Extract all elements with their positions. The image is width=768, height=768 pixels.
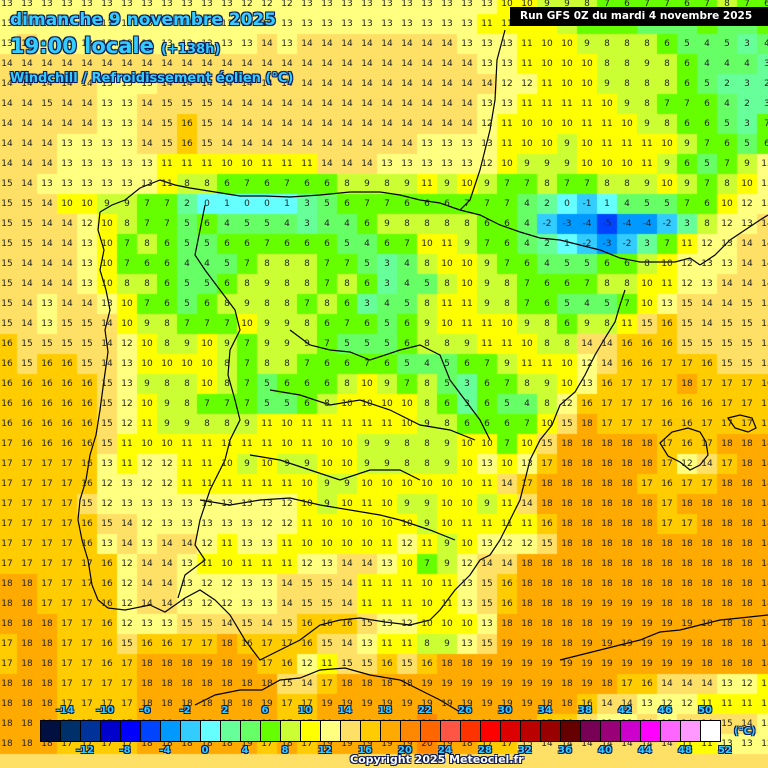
legend-swatch xyxy=(521,721,541,741)
legend-tick-label: 18 xyxy=(378,705,392,716)
forecast-time-label: 19:00 locale xyxy=(10,34,154,58)
legend-tick-label: 2 xyxy=(221,705,229,716)
legend-swatch xyxy=(221,721,241,741)
legend-swatch xyxy=(481,721,501,741)
legend-tick-label: -10 xyxy=(95,705,115,716)
legend-colorbar xyxy=(40,720,721,742)
legend-swatch xyxy=(261,721,281,741)
legend-swatch xyxy=(561,721,581,741)
legend-swatch xyxy=(341,721,361,741)
legend-tick-label: 14 xyxy=(338,705,352,716)
legend-tick-label: 46 xyxy=(658,705,672,716)
legend-swatch xyxy=(641,721,661,741)
legend-tick-label: 30 xyxy=(498,705,512,716)
legend-tick-label: 34 xyxy=(538,705,552,716)
legend-tick-label: 42 xyxy=(618,705,632,716)
legend-tick-label: -12 xyxy=(75,745,95,756)
legend-tick-label: 40 xyxy=(598,745,612,756)
legend-swatch xyxy=(601,721,621,741)
legend-tick-label: 44 xyxy=(638,745,652,756)
legend-swatch xyxy=(421,721,441,741)
copyright: Copyright 2025 Meteociel.fr xyxy=(350,753,524,766)
forecast-time: 19:00 locale (+138h) xyxy=(10,34,220,58)
legend-swatch xyxy=(501,721,521,741)
legend-swatch xyxy=(201,721,221,741)
legend-swatch xyxy=(181,721,201,741)
legend-tick-label: 36 xyxy=(558,745,572,756)
legend-tick-label: 4 xyxy=(241,745,249,756)
legend-tick-label: 12 xyxy=(318,745,332,756)
legend-swatch xyxy=(61,721,81,741)
legend-tick-label: 6 xyxy=(261,705,269,716)
legend-swatch xyxy=(401,721,421,741)
legend-swatch xyxy=(81,721,101,741)
legend-tick-label: 24 xyxy=(438,745,452,756)
parameter-title: Windchill / Refroidissement éolien (°C) xyxy=(10,71,294,86)
legend-swatch xyxy=(361,721,381,741)
legend-swatch xyxy=(161,721,181,741)
legend-swatch xyxy=(681,721,701,741)
legend-swatch xyxy=(541,721,561,741)
legend-tick-label: 8 xyxy=(281,745,289,756)
legend-tick-label: 32 xyxy=(518,745,532,756)
legend-tick-label: 22 xyxy=(418,705,432,716)
legend-tick-label: -6 xyxy=(139,705,151,716)
legend-tick-label: 20 xyxy=(398,745,412,756)
legend-tick-label: 48 xyxy=(678,745,692,756)
legend-swatch xyxy=(301,721,321,741)
legend-tick-label: 26 xyxy=(458,705,472,716)
legend-swatch xyxy=(621,721,641,741)
legend-tick-label: 52 xyxy=(718,745,732,756)
legend-tick-label: -14 xyxy=(55,705,75,716)
legend-swatch xyxy=(141,721,161,741)
legend-tick-label: 50 xyxy=(698,705,712,716)
legend-tick-label: 38 xyxy=(578,705,592,716)
legend-swatch xyxy=(661,721,681,741)
legend-tick-label: -8 xyxy=(119,745,131,756)
legend-tick-label: 16 xyxy=(358,745,372,756)
legend-swatch xyxy=(461,721,481,741)
legend-swatch xyxy=(381,721,401,741)
legend-swatch xyxy=(121,721,141,741)
forecast-lead-time: (+138h) xyxy=(161,42,221,57)
legend-tick-label: -4 xyxy=(159,745,171,756)
legend-swatch xyxy=(281,721,301,741)
legend-swatch xyxy=(701,721,720,741)
legend-swatch xyxy=(241,721,261,741)
legend-swatch xyxy=(581,721,601,741)
legend-tick-label: -2 xyxy=(179,705,191,716)
legend-unit: (°C) xyxy=(734,726,756,737)
legend-swatch xyxy=(441,721,461,741)
legend-swatch xyxy=(41,721,61,741)
legend-swatch xyxy=(101,721,121,741)
legend-tick-label: 28 xyxy=(478,745,492,756)
forecast-date: dimanche 9 novembre 2025 xyxy=(10,10,277,30)
legend-tick-label: 10 xyxy=(298,705,312,716)
legend-swatch xyxy=(321,721,341,741)
model-run-label: Run GFS 0Z du mardi 4 novembre 2025 xyxy=(510,7,768,26)
legend-tick-label: 0 xyxy=(201,745,209,756)
